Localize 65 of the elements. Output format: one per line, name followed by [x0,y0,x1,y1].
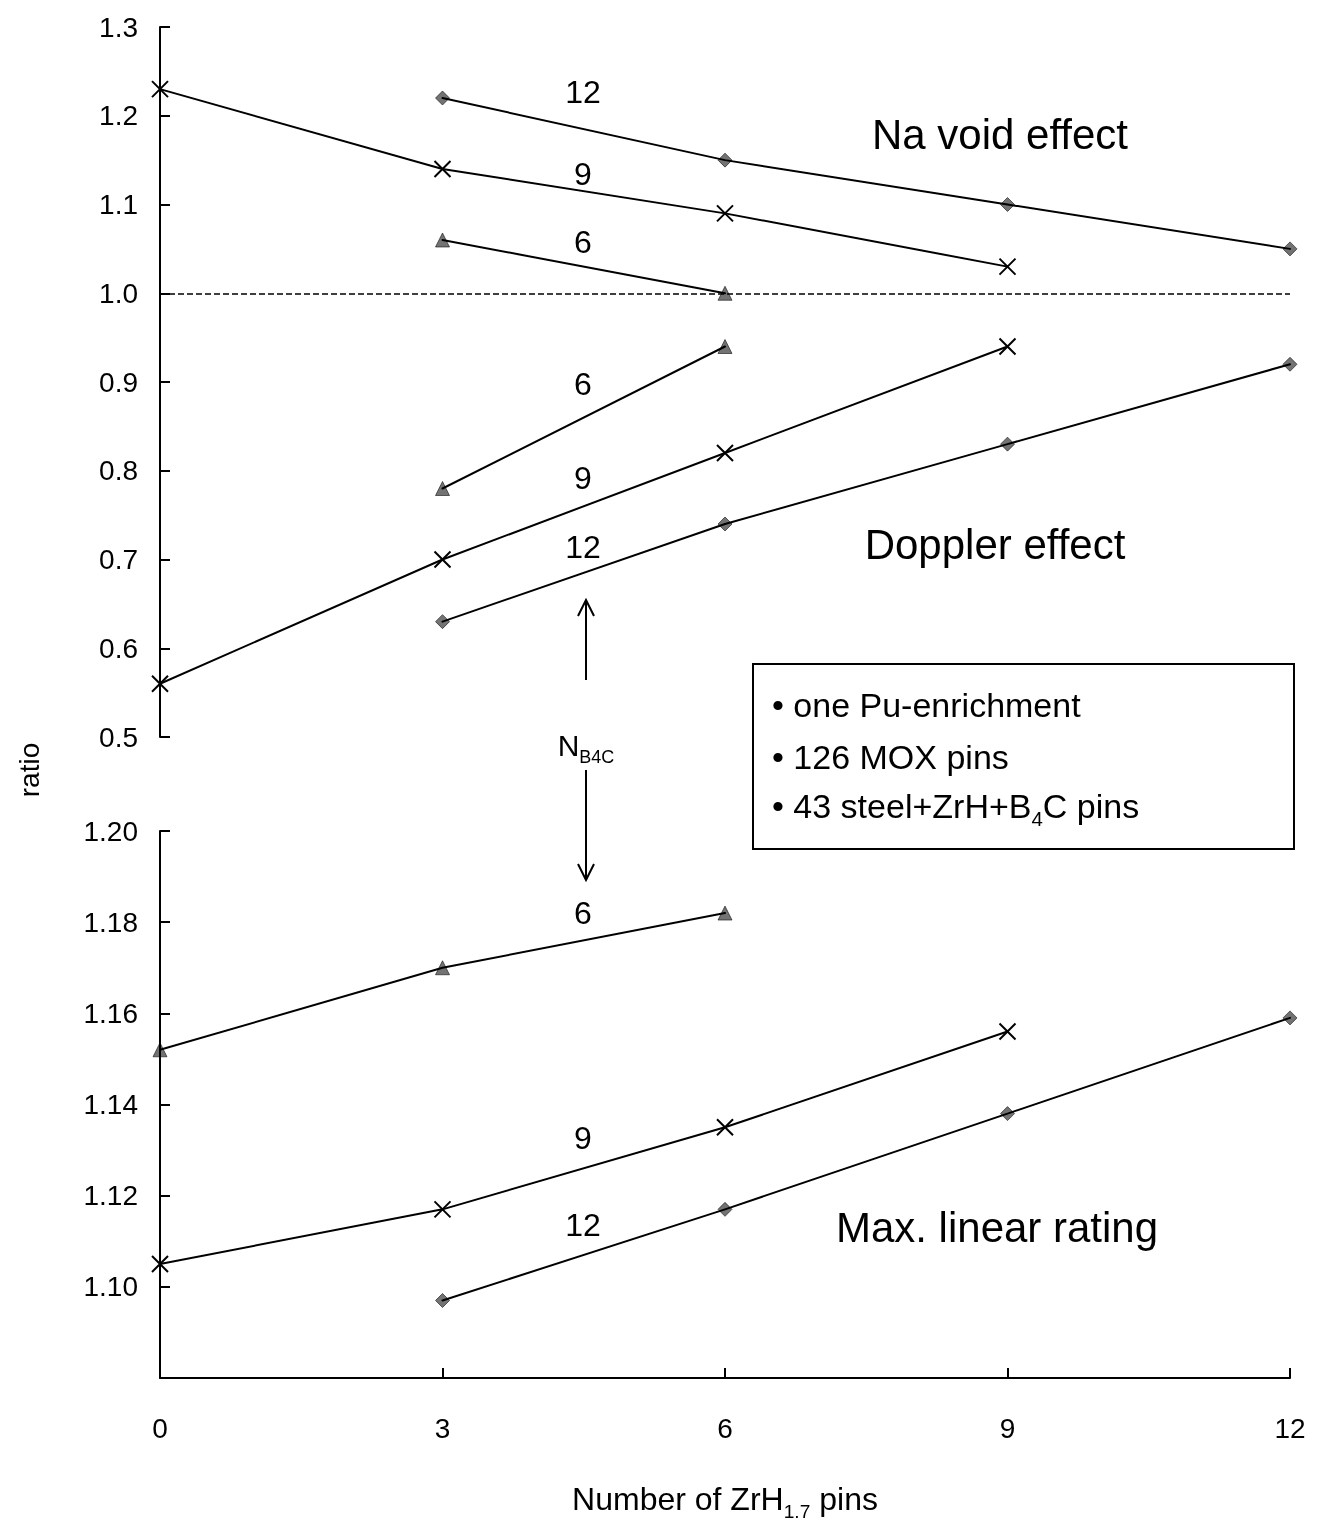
x-tick-label: 3 [434,1412,451,1444]
y-tick-label: 0.5 [99,721,138,753]
y-tick-label: 1.1 [99,189,138,220]
point [435,1293,450,1309]
point [433,1200,452,1219]
point [1000,436,1015,452]
point [435,614,450,630]
point [152,1042,168,1058]
y-tick-label: 0.7 [99,544,138,575]
point [998,257,1017,276]
point [1282,241,1298,257]
point [998,337,1017,356]
y-tick-label: 1.12 [83,1180,138,1212]
point [1282,1010,1298,1026]
point [717,152,733,168]
y-tick-label: 1.0 [99,277,138,309]
x-tick-label: 0 [152,1412,168,1444]
y-tick-label: 1.14 [83,1089,138,1120]
point [716,204,734,223]
point [717,1201,733,1217]
text: • 126 MOX pins [772,737,1009,777]
annotation: Na void effect [871,111,1129,159]
annotation: Doppler effect [864,521,1126,569]
annotation: 6 [574,894,592,932]
point [716,1118,734,1137]
point [717,905,733,921]
point [1000,197,1015,212]
annotation: 6 [574,365,592,403]
annotation: N$_{B4C}$ [557,728,615,768]
x-tick-label: 6 [717,1412,733,1444]
y-tick-label: 1.2 [99,100,138,132]
point [435,960,450,976]
y-tick-label: 0.9 [99,366,138,398]
annotation: 9 [574,1119,592,1157]
text: • 43 steel+ZrH+B$_{4}$C pins [772,787,1140,831]
annotation: Max. linear rating [835,1204,1159,1252]
y-tick-label: 1.10 [83,1271,138,1303]
point [1282,356,1298,372]
annotation: 12 [565,528,601,566]
point [435,90,450,106]
point [717,516,733,532]
point [151,1255,169,1274]
y-tick-label: 1.20 [83,815,138,847]
point [998,1022,1017,1041]
point [716,444,734,462]
y-tick-label: 0.6 [99,632,138,664]
x-tick-label: 12 [1274,1412,1306,1444]
x-tick-label: 9 [999,1412,1016,1444]
point [1000,1106,1015,1122]
annotation: 9 [574,459,592,497]
annotation: 12 [565,73,601,111]
point [433,550,452,569]
x-axis-title: Number of ZrH$_{1.7}$ pins [572,1481,878,1523]
y-axis-title: ratio [14,742,46,798]
annotation: 6 [574,223,592,261]
y-tick-label: 0.8 [99,455,138,487]
y-tick-label: 1.3 [99,11,138,43]
y-tick-label: 1.18 [83,906,138,938]
point [433,160,452,178]
annotation: • one Pu-enrichment [772,685,1081,725]
y-tick-label: 1.16 [83,997,138,1029]
annotation: 9 [574,155,592,193]
point [151,80,169,99]
point [151,674,169,693]
annotation: 12 [565,1206,601,1244]
